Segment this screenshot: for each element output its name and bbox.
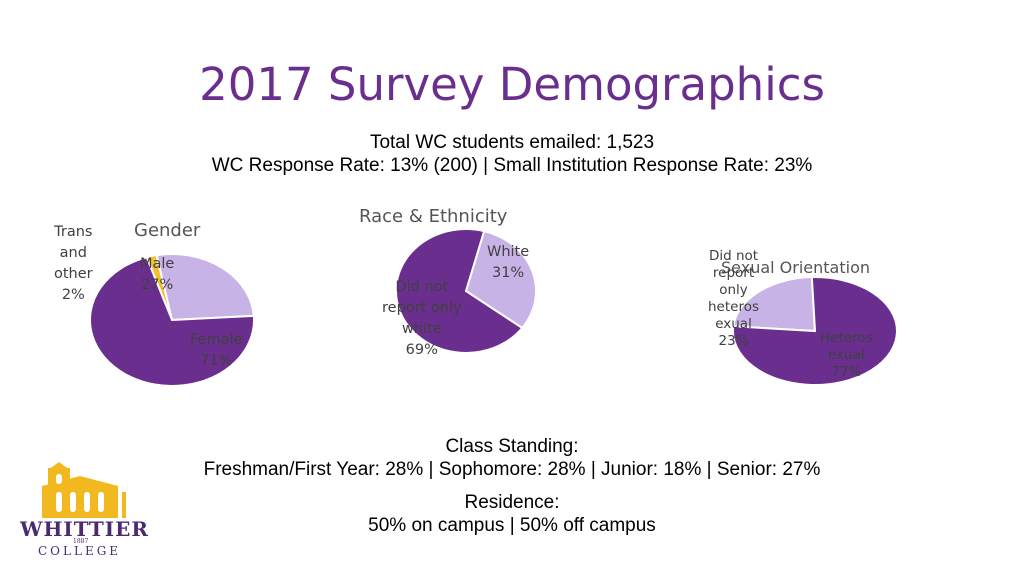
class-standing: Class Standing: Freshman/First Year: 28%… xyxy=(0,435,1024,481)
residence-values: 50% on campus | 50% off campus xyxy=(368,515,656,536)
class-standing-heading: Class Standing: xyxy=(445,436,579,457)
race-label-white: White 31% xyxy=(487,244,530,281)
whittier-college-logo: WHITTIER 1887 COLLEGE xyxy=(18,462,148,562)
orientation-pie-chart xyxy=(732,276,898,386)
class-standing-values: Freshman/First Year: 28% | Sophomore: 28… xyxy=(203,459,821,480)
race-pie-chart xyxy=(395,228,537,354)
residence-heading: Residence: xyxy=(464,492,560,513)
page-title: 2017 Survey Demographics xyxy=(199,58,825,111)
orientation-label-did-not-report: Did not report only heteros exual 23% xyxy=(708,248,760,349)
logo-name: WHITTIER xyxy=(20,517,149,541)
gender-chart-title: Gender xyxy=(134,220,201,241)
gender-label-trans-other: Trans and other 2% xyxy=(54,224,93,303)
gender-slice-male xyxy=(155,253,255,322)
residence: Residence: 50% on campus | 50% off campu… xyxy=(0,491,1024,537)
logo-sub: COLLEGE xyxy=(38,544,122,558)
gender-label-male: Male 27% xyxy=(140,256,175,293)
race-chart-title: Race & Ethnicity xyxy=(359,206,508,227)
race-label-did-not-report: Did not report only white 69% xyxy=(382,279,462,358)
race-slice-white xyxy=(464,229,537,330)
students-emailed-text: Total WC students emailed: 1,523 xyxy=(369,132,655,153)
orientation-label-heterosexual: Heteros exual 77% xyxy=(820,330,873,380)
response-summary: Total WC students emailed: 1,523 WC Resp… xyxy=(0,131,1024,177)
gender-label-female: Female 71% xyxy=(190,332,243,369)
race-slice-did-not-report xyxy=(395,228,524,354)
gender-pie-chart xyxy=(89,253,255,387)
college-building-icon xyxy=(42,462,126,518)
orientation-slice-did-not-report xyxy=(732,276,817,333)
logo-year: 1887 xyxy=(73,538,89,545)
response-rate-text: WC Response Rate: 13% (200) | Small Inst… xyxy=(211,155,813,176)
orientation-chart-title: Sexual Orientation xyxy=(721,258,870,277)
gender-slice-female xyxy=(89,256,255,387)
orientation-slice-heterosexual xyxy=(732,276,898,386)
